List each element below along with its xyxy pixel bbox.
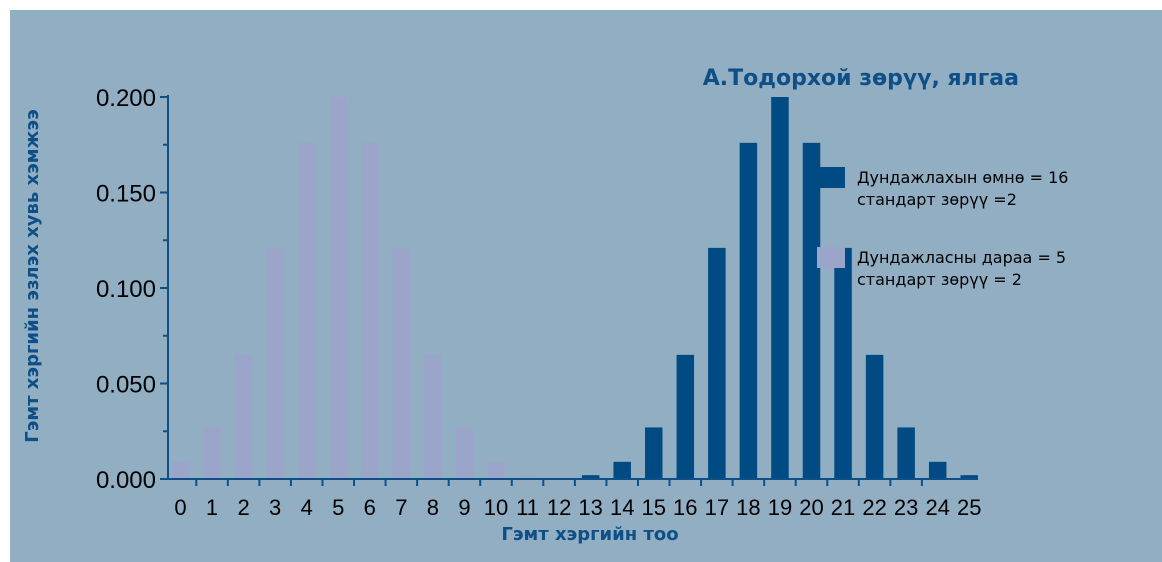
y-tick-label: 0.000: [96, 467, 156, 494]
y-tick-label: 0.050: [96, 372, 156, 399]
bar-before-14: [645, 427, 663, 479]
bar-before-12: [581, 475, 600, 479]
bar-after-3: [266, 247, 284, 479]
x-tick-label: 4: [301, 495, 313, 520]
x-tick-label: 2: [237, 495, 249, 520]
x-tick-label: 3: [269, 495, 281, 520]
legend-label: Дундажлахын өмнө = 16: [857, 168, 1068, 187]
x-axis-title: Гэмт хэргийн тоо: [501, 524, 678, 545]
x-tick-label: 21: [831, 495, 855, 520]
legend-swatch-after: [817, 247, 845, 268]
bar-after-4: [297, 142, 316, 479]
x-tick-label: 20: [799, 495, 823, 520]
legend-label-sub: стандарт зөрүү =2: [857, 190, 1017, 209]
bar-before-22: [897, 427, 915, 479]
bar-after-10: [487, 461, 505, 479]
y-tick-label: 0.150: [96, 181, 156, 208]
x-tick-label: 11: [516, 495, 539, 520]
x-tick-label: 10: [484, 495, 508, 520]
x-tick-label: 1: [206, 495, 218, 520]
bar-after-9: [455, 427, 474, 479]
x-tick-label: 25: [957, 495, 981, 520]
x-tick-label: 24: [925, 495, 949, 520]
x-tick-label: 16: [673, 495, 697, 520]
y-tick-label: 0.200: [96, 85, 156, 112]
bar-after-1: [203, 427, 221, 479]
x-tick-label: 22: [862, 495, 886, 520]
legend-label-sub: стандарт зөрүү = 2: [857, 270, 1022, 289]
chart-title: А.Тодорхой зөрүү, ялгаа: [703, 66, 1019, 91]
bar-after-7: [392, 247, 411, 479]
bar-after-11: [518, 475, 537, 479]
x-tick-label: 17: [705, 495, 729, 520]
bar-before-16: [708, 247, 726, 479]
x-tick-label: 15: [642, 495, 666, 520]
x-tick-label: 18: [736, 495, 760, 520]
x-tick-label: 8: [427, 495, 439, 520]
bar-before-18: [771, 97, 789, 479]
bar-after-5: [329, 97, 347, 479]
bar-after-0: [171, 461, 190, 479]
x-tick-label: 9: [458, 495, 470, 520]
bar-before-13: [613, 461, 631, 479]
x-tick-label: 19: [768, 495, 792, 520]
x-tick-label: 6: [364, 495, 376, 520]
x-tick-label: 23: [894, 495, 918, 520]
x-tick-label: 12: [547, 495, 571, 520]
bars-group: [171, 97, 978, 479]
y-axis-title: Гэмт хэргийн эзлэх хувь хэмжээ: [22, 109, 43, 443]
bar-before-15: [676, 354, 695, 479]
x-ticks-group: 0 1 2 3 4 5 6 7 8 9 10 11 12 13 14 15 16 17 18 19 20 21 22 23 24…: [174, 479, 981, 520]
bar-before-21: [865, 354, 884, 479]
legend: Дундажлахын өмнө = 16 стандарт зөрүү =2 Ду…: [817, 167, 1068, 289]
bar-before-19: [802, 142, 821, 479]
bar-before-17: [739, 142, 758, 479]
x-tick-label: 13: [578, 495, 602, 520]
chart-panel: А.Тодорхой зөрүү, ялгаа Гэмт хэргийн эзл…: [10, 10, 1162, 562]
y-ticks-group: 0.000 0.050 0.100 0.150 0.200: [96, 85, 168, 494]
bar-before-20: [834, 247, 852, 479]
chart-canvas: А.Тодорхой зөрүү, ялгаа Гэмт хэргийн эзл…: [22, 66, 1068, 545]
legend-swatch-before: [817, 167, 845, 188]
x-tick-label: 14: [610, 495, 634, 520]
bar-before-24: [960, 475, 978, 479]
x-tick-label: 5: [332, 495, 344, 520]
y-tick-label: 0.100: [96, 276, 156, 303]
x-tick-label: 7: [395, 495, 407, 520]
x-tick-label: 0: [174, 495, 186, 520]
legend-label: Дундажласны дараа = 5: [857, 248, 1066, 267]
bar-after-2: [234, 354, 253, 479]
bar-after-6: [361, 142, 379, 479]
bar-before-23: [928, 461, 947, 479]
bar-after-8: [424, 354, 442, 479]
